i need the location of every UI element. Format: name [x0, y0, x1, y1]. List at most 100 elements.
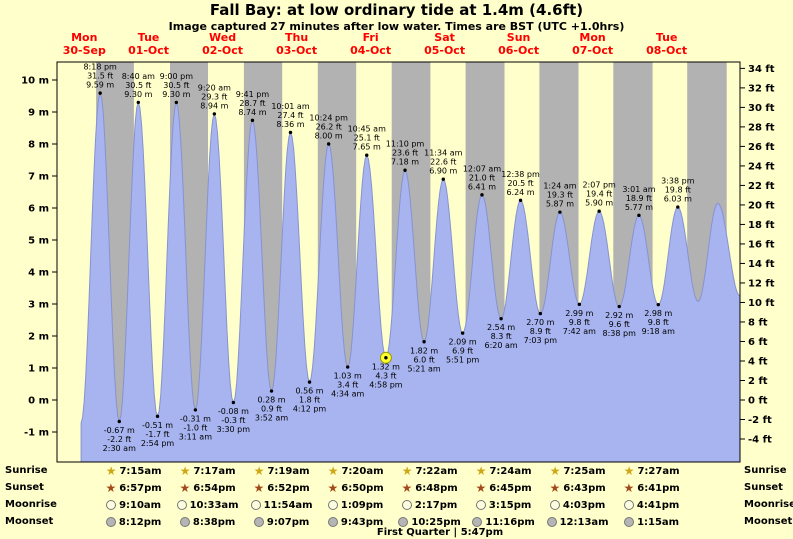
day-name: Tue [138, 31, 160, 44]
tide-extreme-dot [441, 177, 445, 181]
high-tide-label: 22.6 ft [430, 158, 456, 167]
tide-extreme-dot [422, 340, 426, 344]
astro-row-label-moonrise-right: Moonrise [744, 499, 793, 510]
low-tide-label: 3:52 am [255, 414, 288, 423]
y-axis-label-right: 6 ft [748, 337, 768, 348]
sunrise-entry: ★ 7:19am [247, 464, 317, 478]
high-tide-label: 10:01 am [271, 102, 310, 111]
sunset-icon: ★ [401, 481, 413, 495]
day-date: 07-Oct [572, 44, 613, 57]
high-tide-label: 6.90 m [429, 167, 457, 176]
day-date: 06-Oct [498, 44, 539, 57]
tide-extreme-dot [480, 193, 484, 197]
tide-extreme-dot [231, 400, 236, 405]
high-tide-label: 11:34 am [424, 149, 463, 158]
low-tide-label: 3:11 am [179, 432, 212, 441]
sunset-time: 6:41pm [637, 482, 680, 494]
tide-extreme-dot [326, 142, 331, 146]
sunset-time: 6:48pm [415, 482, 458, 494]
sunrise-icon: ★ [549, 464, 561, 478]
high-tide-label: 19.3 ft [547, 191, 573, 200]
sunset-time: 6:45pm [489, 482, 532, 494]
day-date: 30-Sep [63, 44, 106, 57]
high-tide-label: 2:07 pm [582, 181, 616, 190]
moonrise-time: 2:17pm [414, 499, 458, 511]
high-tide-label: 12:38 pm [501, 170, 540, 179]
low-tide-label: 4:58 pm [369, 380, 403, 389]
tide-extreme-dot [212, 112, 217, 116]
day-date: 04-Oct [350, 44, 391, 57]
sunrise-time: 7:25am [563, 465, 606, 477]
low-tide-label: -0.67 m [104, 426, 135, 435]
tide-extreme-dot [518, 198, 523, 203]
low-tide-label: 2.92 m [605, 311, 633, 320]
low-tide-label: 9.8 ft [569, 318, 590, 327]
moonset-time: 12:13am [559, 516, 609, 528]
sunrise-entry: ★ 7:15am [99, 464, 169, 478]
high-tide-label: 8.74 m [238, 108, 266, 117]
sunset-time: 6:57pm [119, 482, 162, 494]
low-tide-label: 6:20 am [485, 341, 518, 350]
tide-extreme-dot [193, 408, 198, 412]
y-axis-label-right: 30 ft [748, 103, 775, 114]
sunset-time: 6:50pm [341, 482, 384, 494]
astro-row-label-sunrise-right: Sunrise [744, 465, 787, 476]
moonrise-entry: 4:41pm [617, 498, 687, 512]
high-tide-label: 12:07 am [463, 164, 502, 173]
moonset-time: 8:12pm [118, 516, 162, 528]
y-axis-label-left: 3 m [28, 300, 49, 311]
moonrise-time: 1:09pm [340, 499, 384, 511]
y-axis-label-left: 2 m [28, 332, 49, 343]
astro-row-label-sunset-left: Sunset [5, 482, 44, 493]
moonset-time: 9:07pm [266, 516, 310, 528]
low-tide-label: 2:54 pm [141, 439, 175, 448]
moonset-entry: 8:38pm [173, 515, 243, 529]
day-name: Sat [434, 31, 455, 44]
moonset-entry: 11:16pm [469, 515, 539, 529]
moonset-icon [253, 517, 264, 527]
footer-separator: | [453, 527, 458, 538]
high-tide-label: 8.36 m [276, 120, 304, 129]
high-tide-label: 9:20 am [198, 83, 231, 92]
low-tide-label: -0.3 ft [221, 416, 245, 425]
y-axis-label-right: 12 ft [748, 278, 775, 289]
tide-extreme-dot [403, 168, 407, 172]
low-tide-label: 2.09 m [449, 338, 477, 347]
moon-phase-time: 5:47pm [460, 527, 504, 538]
high-tide-label: 21.0 ft [469, 173, 495, 182]
low-tide-label: 2.54 m [487, 323, 515, 332]
y-axis-label-right: 18 ft [748, 220, 775, 231]
sunset-entry: ★ 6:50pm [321, 481, 391, 495]
y-axis-label-left: 0 m [28, 396, 49, 407]
moonrise-time: 9:10am [119, 499, 162, 511]
sunrise-entry: ★ 7:22am [395, 464, 465, 478]
moonset-icon [398, 517, 409, 527]
moonrise-time: 4:41pm [636, 499, 680, 511]
y-axis-label-left: 6 m [28, 204, 49, 215]
plot-border [56, 61, 741, 463]
y-axis-label-left: -1 m [24, 428, 49, 439]
high-tide-label: 1:24 am [543, 182, 576, 191]
day-date: 01-Oct [128, 44, 169, 57]
tide-extreme-dot [136, 100, 141, 105]
high-tide-label: 10:24 pm [309, 114, 348, 123]
low-tide-label: 9.8 ft [648, 318, 669, 327]
low-tide-label: 8.9 ft [530, 327, 551, 336]
tide-extreme-dot [538, 311, 543, 316]
low-tide-label: 5:21 am [407, 364, 440, 373]
low-tide-label: -1.7 ft [146, 430, 170, 439]
high-tide-label: 6.03 m [664, 195, 692, 204]
day-date: 05-Oct [424, 44, 465, 57]
y-axis-label-left: 9 m [28, 108, 49, 119]
high-tide-label: 23.6 ft [392, 149, 418, 158]
sunrise-icon: ★ [401, 464, 413, 478]
high-tide-label: 6.24 m [506, 188, 534, 197]
astro-row-label-moonset-left: Moonset [5, 516, 54, 527]
moonset-time: 10:25pm [411, 516, 461, 528]
high-tide-label: 8.94 m [200, 101, 228, 110]
moonset-icon [546, 517, 557, 527]
sunrise-time: 7:17am [193, 465, 236, 477]
low-tide-label: -0.08 m [218, 407, 249, 416]
high-tide-label: 8.00 m [315, 132, 343, 141]
